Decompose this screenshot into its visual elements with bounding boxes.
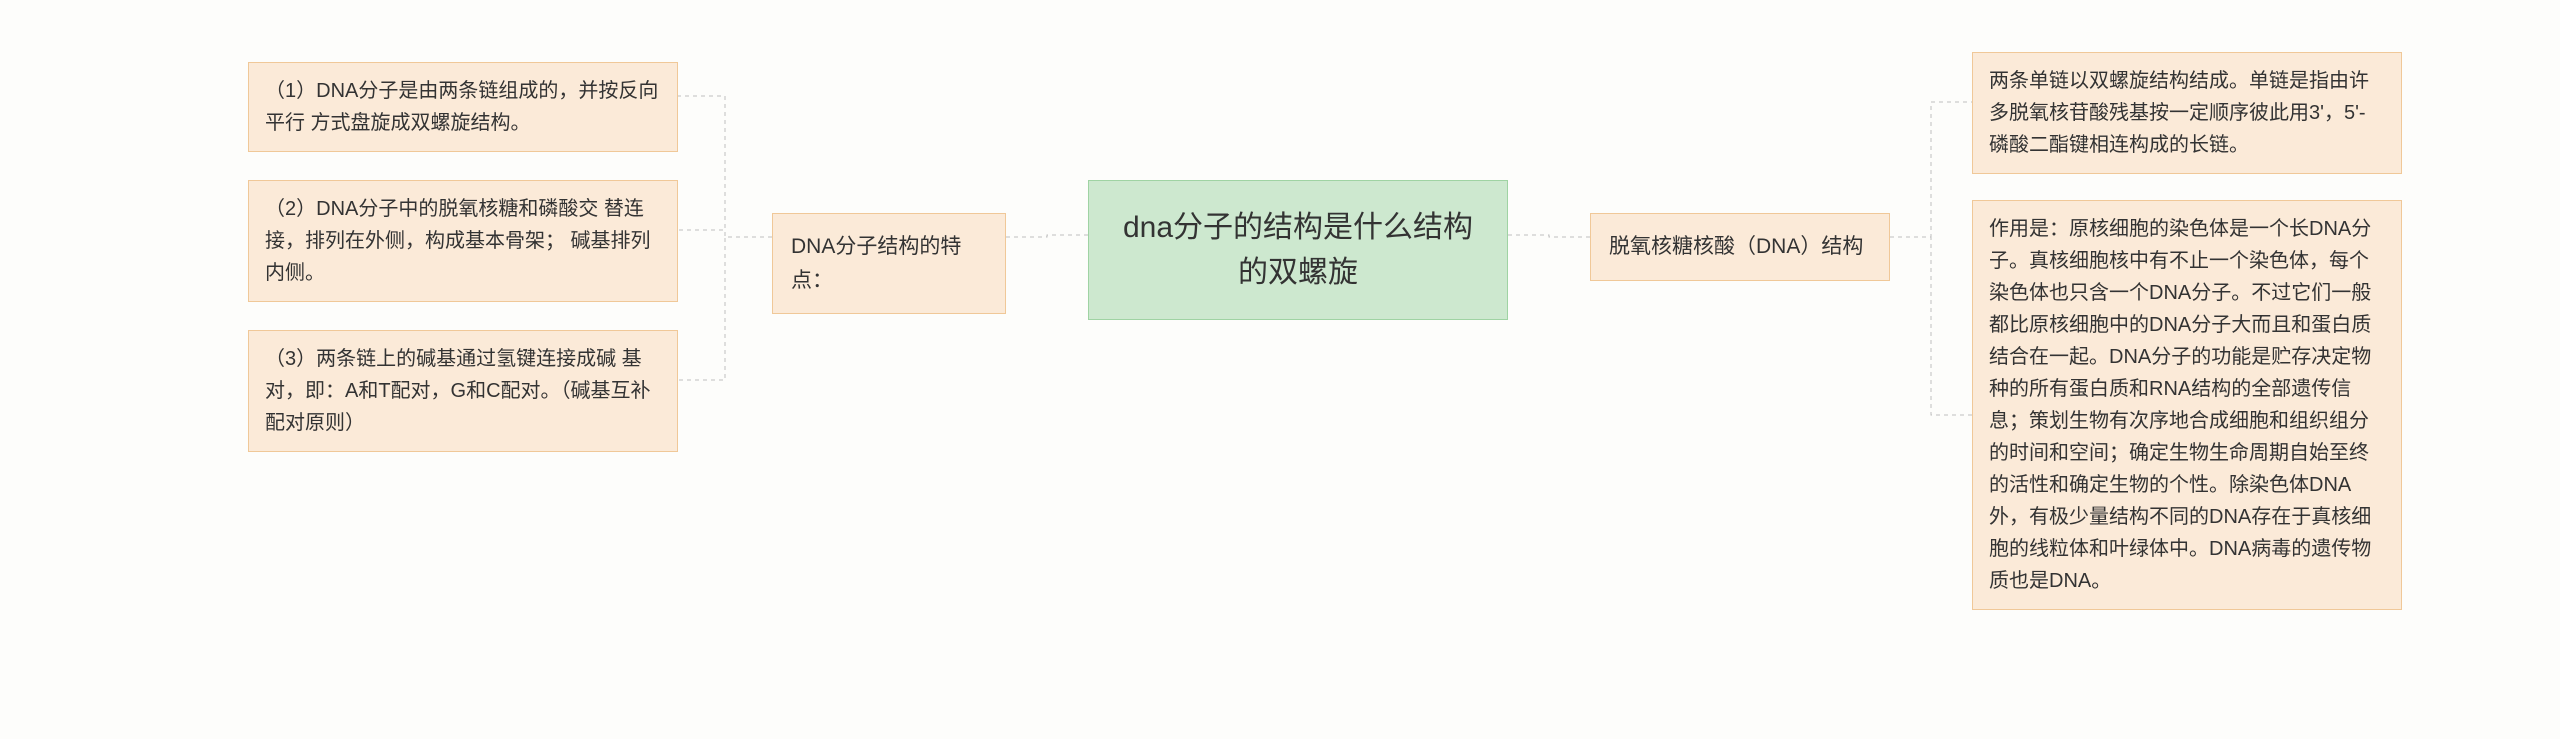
center-node: dna分子的结构是什么结构的双螺旋 <box>1088 180 1508 320</box>
left-leaf-1: （1）DNA分子是由两条链组成的，并按反向平行 方式盘旋成双螺旋结构。 <box>248 62 678 152</box>
left-leaf-2: （2）DNA分子中的脱氧核糖和磷酸交 替连接，排列在外侧，构成基本骨架； 碱基排… <box>248 180 678 302</box>
right-branch-node: 脱氧核糖核酸（DNA）结构 <box>1590 213 1890 281</box>
left-branch-node: DNA分子结构的特点： <box>772 213 1006 314</box>
left-leaf-3: （3）两条链上的碱基通过氢键连接成碱 基对，即：A和T配对，G和C配对。（碱基互… <box>248 330 678 452</box>
right-leaf-1: 两条单链以双螺旋结构结成。单链是指由许多脱氧核苷酸残基按一定顺序彼此用3'，5'… <box>1972 52 2402 174</box>
right-leaf-2: 作用是：原核细胞的染色体是一个长DNA分子。真核细胞核中有不止一个染色体，每个染… <box>1972 200 2402 610</box>
